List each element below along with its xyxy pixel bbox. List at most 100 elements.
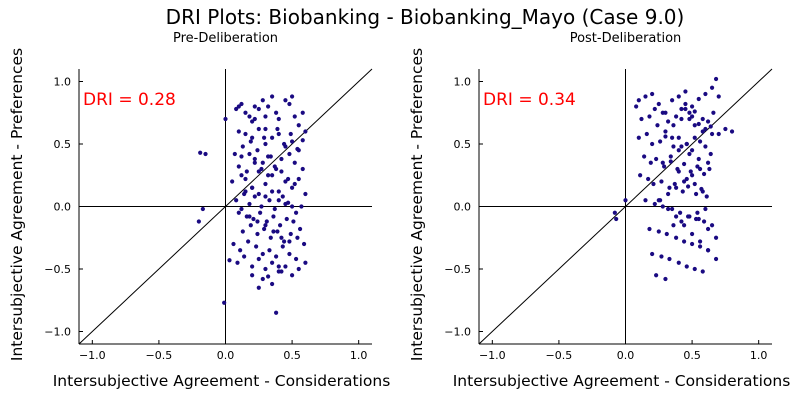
- scatter-point: [278, 223, 283, 228]
- subplot-title: Pre-Deliberation: [173, 31, 278, 46]
- scatter-point: [723, 126, 728, 132]
- scatter-point: [270, 135, 275, 140]
- scatter-point: [676, 148, 681, 153]
- scatter-point: [667, 256, 672, 262]
- scatter-point: [283, 201, 288, 207]
- scatter-point: [684, 176, 689, 182]
- scatter-point: [659, 179, 664, 184]
- x-tick-label: 0.0: [217, 349, 235, 362]
- x-tick-label: −0.5: [546, 349, 573, 362]
- scatter-point: [272, 206, 277, 212]
- scatter-point: [682, 161, 687, 167]
- scatter-point: [266, 274, 271, 279]
- scatter-point: [650, 91, 655, 97]
- y-tick-label: 0.5: [54, 138, 72, 151]
- scatter-point: [696, 121, 701, 127]
- scatter-point: [252, 194, 257, 199]
- scatter-point: [689, 114, 695, 119]
- scatter-point: [647, 114, 652, 119]
- scatter-point: [279, 156, 284, 162]
- scatter-point: [697, 166, 703, 172]
- y-tick-label: −1.0: [444, 326, 471, 339]
- scatter-point: [283, 179, 288, 184]
- scatter-point: [263, 266, 268, 272]
- scatter-point: [682, 223, 687, 228]
- scatter-point: [697, 244, 703, 249]
- scatter-point: [297, 226, 303, 232]
- scatter-point: [259, 204, 264, 209]
- scatter-point: [682, 239, 687, 244]
- scatter-point: [250, 135, 255, 140]
- scatter-point: [271, 229, 276, 234]
- scatter-point: [701, 171, 707, 177]
- scatter-point: [252, 156, 257, 162]
- scatter-point: [268, 154, 273, 159]
- scatter-point: [679, 116, 684, 122]
- scatter-point: [692, 266, 697, 272]
- scatter-point: [266, 173, 271, 178]
- scatter-point: [684, 264, 689, 269]
- scatter-point: [671, 144, 676, 149]
- scatter-point: [650, 251, 655, 257]
- scatter-point: [234, 106, 239, 112]
- scatter-point: [252, 160, 257, 165]
- scatter-point: [291, 219, 296, 224]
- scatter-point: [696, 156, 701, 162]
- scatter-point: [687, 116, 692, 122]
- scatter-point: [289, 204, 295, 209]
- scatter-point: [693, 191, 699, 197]
- scatter-point: [687, 110, 692, 115]
- scatter-point: [243, 131, 248, 137]
- scatter-point: [293, 256, 299, 262]
- scatter-point: [647, 226, 652, 232]
- y-tick-label: 0.5: [454, 138, 472, 151]
- scatter-point: [283, 264, 288, 269]
- scatter-point: [270, 281, 275, 287]
- scatter-point: [285, 176, 291, 182]
- x-tick-label: 1.0: [750, 349, 768, 362]
- scatter-point: [282, 141, 287, 147]
- scatter-point: [276, 116, 281, 122]
- scatter-point: [671, 223, 676, 228]
- scatter-point: [250, 119, 255, 124]
- y-tick-label: −1.0: [44, 326, 71, 339]
- scatter-point: [660, 204, 665, 209]
- scatter-point: [685, 184, 691, 189]
- scatter-point: [614, 216, 619, 222]
- scatter-point: [267, 248, 272, 253]
- scatter-point: [303, 260, 308, 265]
- scatter-point: [676, 135, 681, 140]
- chart-main-title: DRI Plots: Biobanking - Biobanking_Mayo …: [166, 5, 685, 29]
- scatter-point: [248, 223, 253, 228]
- scatter-point: [292, 181, 297, 187]
- scatter-point: [276, 264, 281, 269]
- scatter-point: [254, 244, 259, 249]
- scatter-point: [636, 135, 641, 140]
- scatter-point: [678, 210, 683, 215]
- scatter-point: [692, 181, 697, 187]
- y-tick-label: 1.0: [454, 76, 472, 89]
- scatter-point: [703, 206, 708, 212]
- scatter-point: [274, 310, 279, 315]
- scatter-point: [705, 248, 711, 253]
- scatter-point: [676, 169, 681, 174]
- scatter-point: [656, 198, 661, 203]
- scatter-point: [287, 101, 292, 107]
- scatter-point: [713, 256, 719, 262]
- x-axis-label: Intersubjective Agreement - Consideratio…: [453, 372, 791, 390]
- scatter-point: [260, 276, 265, 282]
- scatter-point: [250, 185, 255, 190]
- scatter-point: [667, 185, 672, 190]
- scatter-point: [652, 201, 657, 207]
- scatter-point: [689, 241, 695, 247]
- x-tick-label: −0.5: [146, 349, 173, 362]
- scatter-point: [296, 123, 301, 128]
- identity-line: [78, 68, 373, 345]
- scatter-point: [250, 264, 255, 269]
- scatter-point: [263, 126, 268, 132]
- scatter-point: [674, 114, 679, 119]
- scatter-point: [683, 101, 688, 107]
- scatter-point: [664, 231, 669, 237]
- scatter-point: [655, 123, 660, 128]
- scatter-point: [687, 214, 692, 219]
